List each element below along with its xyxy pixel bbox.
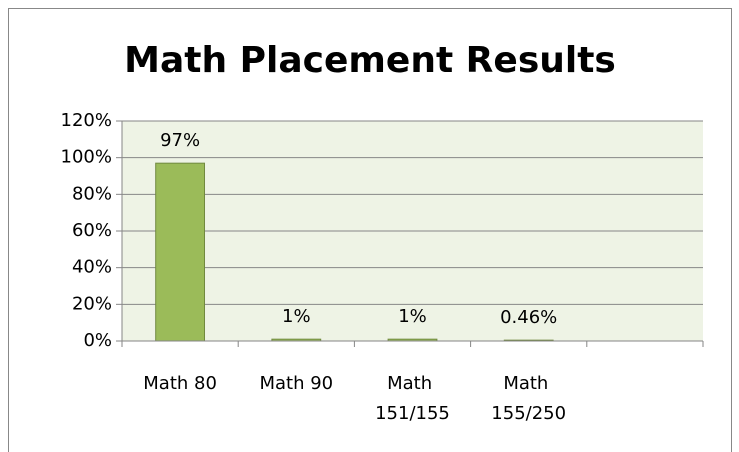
y-tick-label: 20% bbox=[72, 293, 112, 314]
data-label: 0.46% bbox=[500, 307, 557, 328]
y-tick-label: 100% bbox=[61, 147, 112, 168]
bar bbox=[155, 162, 206, 342]
x-tick-label: Math 80 bbox=[143, 373, 217, 394]
y-tick-label: 60% bbox=[72, 220, 112, 241]
y-tick-label: 0% bbox=[83, 330, 112, 351]
x-tick-label: Math 155/250 bbox=[491, 373, 566, 424]
data-label: 1% bbox=[398, 306, 427, 327]
y-tick-label: 80% bbox=[72, 183, 112, 204]
data-label: 1% bbox=[282, 306, 311, 327]
x-tick-label: Math 151/155 bbox=[375, 373, 450, 424]
y-tick-label: 40% bbox=[72, 257, 112, 278]
x-tick-label: Math 90 bbox=[259, 373, 333, 394]
y-tick-label: 120% bbox=[61, 110, 112, 131]
chart-title: Math Placement Results bbox=[124, 40, 616, 81]
data-label: 97% bbox=[160, 130, 200, 151]
